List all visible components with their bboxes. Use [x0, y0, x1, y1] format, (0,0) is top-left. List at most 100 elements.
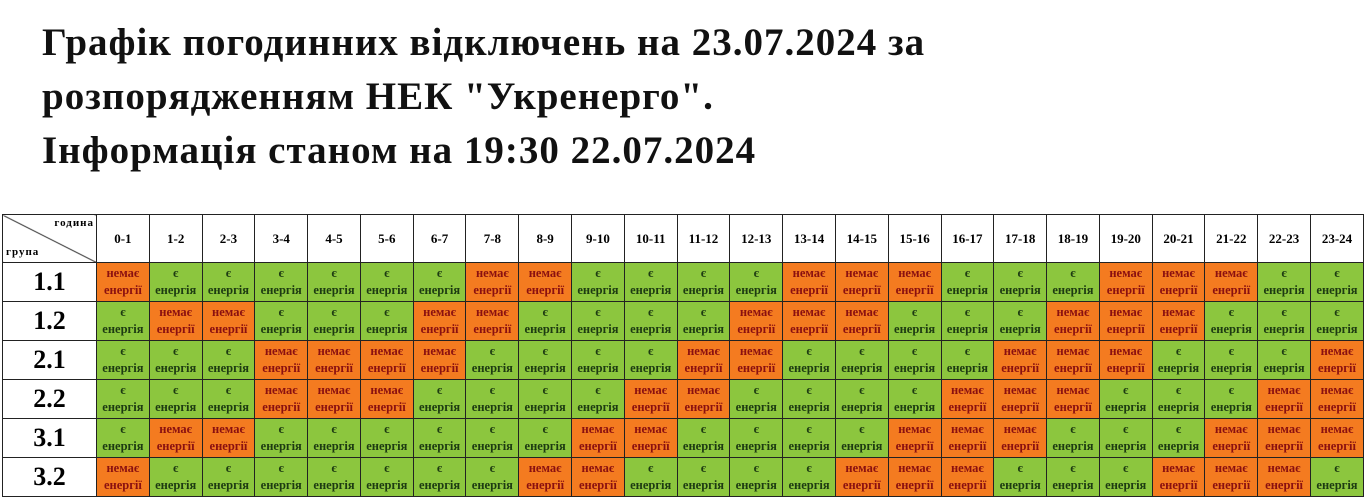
status-text: енергія [946, 361, 988, 375]
status-text: немає [159, 422, 193, 436]
status-text: енергії [209, 322, 248, 336]
status-text: немає [845, 266, 879, 280]
status-text: енергія [155, 400, 197, 414]
status-text: є [1017, 305, 1023, 319]
title-line-2: розпорядженням НЕК "Укренерго". [42, 75, 714, 118]
power-off-cell: немає енергії [1309, 379, 1365, 419]
status-text: енергії [1054, 322, 1092, 336]
status-text: енергії [895, 478, 934, 492]
page-title: Графік погодинних відключень на 23.07.20… [42, 16, 925, 178]
power-on-cell: є енергія [307, 262, 361, 302]
status-text: немає [739, 344, 773, 358]
status-text: є [384, 461, 390, 475]
power-on-cell: є енергія [359, 262, 414, 302]
status-text: енергії [1159, 283, 1198, 297]
status-text: енергії [948, 400, 987, 414]
status-text: енергії [1001, 400, 1040, 414]
status-text: енергії [842, 478, 881, 492]
status-text: є [1334, 305, 1340, 319]
status-text: енергія [841, 439, 883, 453]
status-text: енергії [1159, 322, 1198, 336]
status-text: енергія [418, 478, 461, 492]
status-text: енергія [1263, 361, 1305, 375]
status-text: є [489, 383, 496, 397]
status-text: енергія [524, 322, 566, 336]
status-text: енергії [262, 400, 301, 414]
status-text: енергії [895, 283, 934, 297]
power-off-cell: немає енергії [571, 457, 625, 497]
status-text: енергії [262, 361, 301, 375]
status-text: енергія [207, 283, 250, 297]
status-text: енергії [737, 361, 776, 375]
power-on-cell: є енергія [1309, 262, 1365, 302]
status-text: енергія [418, 283, 461, 297]
status-text: є [120, 383, 126, 397]
power-off-cell: немає енергії [1151, 262, 1206, 302]
power-off-cell: немає енергії [729, 340, 784, 380]
power-on-cell: є енергія [518, 418, 573, 458]
power-on-cell: є енергія [518, 340, 573, 380]
status-text: немає [212, 422, 245, 436]
status-text: немає [264, 344, 298, 358]
hour-header: 8-9 [518, 214, 573, 263]
status-text: немає [1320, 383, 1354, 397]
status-text: енергії [1159, 478, 1198, 492]
power-off-cell: немає енергії [1098, 340, 1153, 380]
status-text: енергія [260, 322, 302, 336]
status-text: є [964, 344, 971, 358]
status-text: енергія [1157, 439, 1200, 453]
status-text: енергія [630, 361, 672, 375]
power-on-cell: є енергія [993, 301, 1048, 341]
power-on-cell: є енергія [571, 379, 625, 419]
power-on-cell: є енергія [359, 457, 414, 497]
status-text: є [278, 461, 284, 475]
power-off-cell: немає енергії [1151, 457, 1206, 497]
power-off-cell: немає енергії [254, 340, 309, 380]
power-on-cell: є енергія [307, 418, 361, 458]
status-text: є [1070, 461, 1076, 475]
title-line-3: Інформація станом на 19:30 22.07.2024 [42, 129, 757, 172]
power-off-cell: немає енергії [623, 379, 678, 419]
status-text: енергії [790, 322, 828, 336]
power-on-cell: є енергія [571, 301, 625, 341]
status-text: є [648, 305, 654, 319]
power-off-cell: немає енергії [148, 418, 203, 458]
status-text: енергії [1265, 439, 1304, 453]
status-text: енергія [577, 322, 619, 336]
power-off-cell: немає енергії [676, 340, 731, 380]
status-text: є [859, 422, 865, 436]
status-text: є [859, 344, 865, 358]
power-on-cell: є енергія [887, 340, 942, 380]
power-on-cell: є енергія [940, 301, 995, 341]
status-text: енергії [790, 283, 828, 297]
status-text: енергія [1105, 439, 1147, 453]
status-text: енергія [260, 283, 302, 297]
status-text: немає [1056, 383, 1090, 397]
power-on-cell: є енергія [1309, 301, 1365, 341]
status-text: немає [898, 461, 932, 475]
power-on-cell: є енергія [1309, 457, 1365, 497]
power-off-cell: немає енергії [1309, 340, 1365, 380]
status-text: енергії [1001, 361, 1040, 375]
status-text: є [595, 383, 601, 397]
status-text: є [595, 266, 601, 280]
power-on-cell: є енергія [518, 379, 573, 419]
status-text: є [648, 344, 654, 358]
status-text: є [1228, 344, 1234, 358]
status-text: є [542, 383, 548, 397]
power-off-cell: немає енергії [1309, 418, 1365, 458]
status-text: енергії [1212, 283, 1251, 297]
power-on-cell: є енергія [729, 379, 784, 419]
power-on-cell: є енергія [676, 301, 731, 341]
status-text: немає [898, 422, 932, 436]
status-text: енергії [1212, 439, 1251, 453]
status-text: енергія [1157, 361, 1200, 375]
hour-label: година [54, 217, 94, 229]
status-text: енергії [1106, 283, 1145, 297]
status-text: енергія [260, 478, 302, 492]
status-text: немає [634, 422, 668, 436]
status-text: немає [739, 305, 773, 319]
status-text: енергія [313, 283, 355, 297]
power-on-cell: є енергія [887, 379, 942, 419]
power-on-cell: є енергія [96, 301, 150, 341]
